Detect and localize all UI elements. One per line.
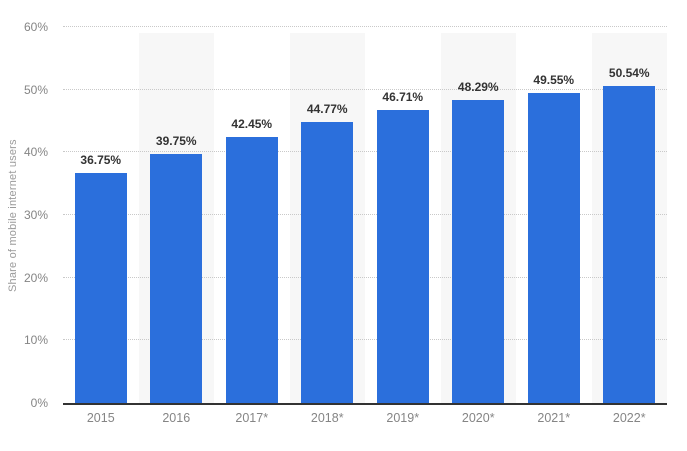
bar-column: 48.29% bbox=[440, 27, 516, 403]
x-axis-tick-label: 2015 bbox=[86, 411, 115, 425]
y-axis: 0% 10% 20% 30% 40% 50% 60% bbox=[0, 20, 48, 410]
bar-value-label: 49.55% bbox=[533, 72, 575, 87]
bar-column: 36.75% bbox=[63, 27, 139, 403]
plot-area: 36.75% 39.75% 42.45% 44.77% 46.71% 48.29% 49.5… bbox=[63, 26, 667, 405]
bar-column: 46.71% bbox=[365, 27, 441, 403]
bar-value-label: 50.54% bbox=[608, 66, 650, 81]
y-axis-tick-label: 30% bbox=[23, 208, 48, 222]
bar[interactable] bbox=[452, 100, 505, 403]
bar-column: 39.75% bbox=[138, 27, 214, 403]
gridline bbox=[63, 214, 667, 215]
x-axis-tick-label: 2021* bbox=[537, 411, 571, 425]
y-axis-tick-label: 0% bbox=[30, 396, 48, 410]
bar[interactable] bbox=[150, 153, 203, 403]
bar-value-label: 36.75% bbox=[80, 152, 122, 167]
bar[interactable] bbox=[376, 110, 429, 403]
bar-column: 50.54% bbox=[591, 27, 667, 403]
x-axis-tick-label: 2022* bbox=[612, 411, 646, 425]
gridline bbox=[63, 276, 667, 278]
x-axis-tick-label: 2020* bbox=[461, 411, 495, 425]
x-axis-tick-label: 2018* bbox=[310, 411, 344, 425]
bar[interactable] bbox=[74, 172, 127, 403]
x-axis: 2015 2016 2017* 2018* 2019* 2020* 2021* 2022* bbox=[63, 411, 667, 429]
y-axis-tick-label: 40% bbox=[23, 145, 48, 160]
bar-value-label: 44.77% bbox=[306, 102, 348, 117]
gridline bbox=[63, 339, 667, 341]
bar[interactable] bbox=[527, 92, 580, 403]
y-axis-tick-label: 10% bbox=[23, 333, 48, 348]
gridline bbox=[63, 151, 667, 153]
bar-column: 42.45% bbox=[214, 27, 290, 403]
bar-column: 49.55% bbox=[516, 27, 592, 403]
bar-column: 44.77% bbox=[289, 27, 365, 403]
bar-value-label: 42.45% bbox=[231, 116, 273, 131]
bar[interactable] bbox=[301, 122, 354, 403]
x-axis-tick-label: 2016 bbox=[162, 411, 191, 425]
bar-value-label: 39.75% bbox=[155, 133, 197, 148]
gridline bbox=[63, 26, 667, 27]
bar-value-label: 48.29% bbox=[457, 80, 499, 95]
gridline bbox=[63, 88, 667, 90]
bar-value-label: 46.71% bbox=[382, 90, 424, 105]
y-axis-tick-label: 50% bbox=[23, 82, 48, 97]
y-axis-tick-label: 20% bbox=[23, 270, 48, 285]
x-axis-tick-label: 2017* bbox=[235, 411, 269, 425]
x-axis-tick-label: 2019* bbox=[386, 411, 420, 425]
y-axis-tick-label: 60% bbox=[23, 20, 48, 34]
bar[interactable] bbox=[225, 136, 278, 403]
bar[interactable] bbox=[603, 86, 656, 403]
